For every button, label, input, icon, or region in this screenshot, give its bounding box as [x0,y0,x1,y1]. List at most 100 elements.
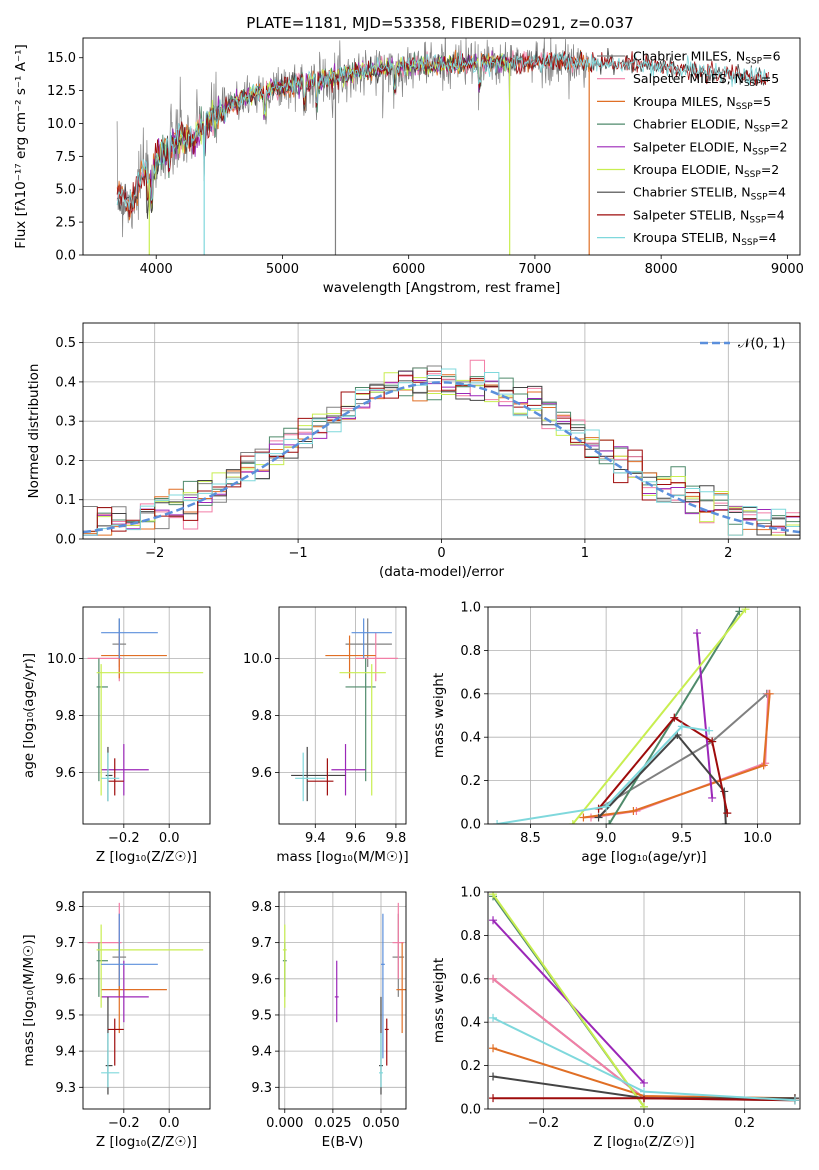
mass_age-frame [278,606,407,825]
y-tick-label: 1.0 [460,601,481,616]
y-tick-label: 15.0 [47,51,76,66]
y-tick-label: 0.8 [460,644,481,659]
legend-label: Salpeter ELODIE, NSSP=2 [633,139,787,157]
weight_age-panel: 8.5 9.0 9.5 10.0 0.0 0.2 0.4 0.6 0.8 1.0 age [log₁… [431,601,801,865]
weight-marker [493,820,502,824]
x-tick-label: 9.6 [345,831,366,846]
weight-marker [489,916,498,925]
weight-line [492,893,645,1108]
y-tick-label: 0.6 [460,687,481,702]
weight-marker [670,713,679,722]
legend-label: Chabrier MILES, NSSP=6 [633,49,781,67]
y-tick-label: 5.0 [55,183,76,198]
weight_z-panel: −0.2 0.0 0.2 0.0 0.2 0.4 0.6 0.8 1.0 Z [log₁₀(Z/Z… [431,886,801,1150]
x-tick-label: 9.0 [596,831,617,846]
legend-label: Chabrier STELIB, NSSP=4 [633,185,786,203]
z_mass-ylabel: mass [log₁₀(M/M☉)] [21,934,37,1066]
z_age-panel: −0.2 0.0 9.6 9.8 10.0 Z [log₁₀(Z/Z☉)] age [log… [21,606,211,865]
weight-marker [579,813,588,822]
x-tick-label: 0.050 [362,1116,399,1131]
y-tick-label: 9.4 [251,1045,272,1060]
x-tick-label: 9.8 [386,831,407,846]
z_mass-xlabel: Z [log₁₀(Z/Z☉)] [96,1134,197,1150]
y-tick-label: 0.0 [55,249,76,264]
y-tick-label: 12.5 [47,84,76,99]
y-tick-label: 9.3 [251,1081,272,1096]
spectrum-plot-area [116,38,769,255]
weight_z-ylabel: mass weight [431,958,447,1043]
ebv_mass-frame [278,891,407,1110]
z_mass-plot-area [87,902,204,1095]
legend-label: Kroupa ELODIE, NSSP=2 [633,162,779,180]
x-tick-label: 7000 [518,262,551,277]
x-tick-label: 8000 [645,262,678,277]
x-tick-label: 10.0 [743,831,772,846]
z_age-ylabel: age [log₁₀(age/yr)] [21,653,37,778]
spectrum-xlabel: wavelength [Angstrom, rest frame] [323,280,561,296]
weight-marker [489,1072,498,1081]
weight-marker [677,722,686,731]
weight-marker [741,607,750,614]
y-tick-label: 9.7 [251,936,272,951]
z_age-xlabel: Z [log₁₀(Z/Z☉)] [96,849,197,865]
spectrum-panel: 4000 5000 6000 7000 8000 9000 0.0 2.5 5.0 7.5 10.0… [13,37,804,296]
weight-line [583,693,771,819]
weight-marker [489,1013,498,1022]
legend-label: Chabrier ELODIE, NSSP=2 [633,117,789,135]
residuals-xlabel: (data-model)/error [379,564,505,580]
x-tick-label: −0.2 [108,1116,140,1131]
weight-line [597,716,729,814]
residuals-ylabel: Normed distribution [26,364,42,499]
weight-marker [735,607,744,616]
weight-marker [759,761,768,770]
x-tick-label: 9.4 [305,831,326,846]
weight-marker [723,809,732,818]
weight-marker [721,820,730,824]
weight-marker [605,820,614,824]
weight-marker [640,1102,648,1109]
z_mass-panel: −0.2 0.0 9.3 9.4 9.5 9.6 9.7 9.8 Z [log₁₀(Z/Z☉)]… [21,891,211,1150]
weight-marker [489,974,498,983]
y-tick-label: 9.6 [55,972,76,987]
weight_age-xlabel: age [log₁₀(age/yr)] [581,849,706,865]
weight-marker [708,793,717,802]
x-tick-label: 0.2 [734,1116,755,1131]
x-tick-label: 1 [581,546,589,561]
y-tick-label: 0.0 [460,1103,481,1118]
y-tick-label: 0.8 [460,929,481,944]
ebv_mass-plot-area [282,902,406,1095]
weight-marker [489,1044,498,1053]
weight-marker [602,802,611,811]
mass_age-plot-area [291,618,398,802]
residuals-plot-area [83,359,800,539]
weight-marker [790,1096,799,1105]
weight_age-plot-area [493,607,774,824]
x-tick-label: 0.025 [314,1116,351,1131]
weight-marker [708,737,717,746]
figure-title: PLATE=1181, MJD=53358, FIBERID=0291, z=0… [246,14,633,32]
mass_age-panel: 9.4 9.6 9.8 9.6 9.8 10.0 mass [log₁₀(M/M☉)] [243,606,409,865]
mass_age-xlabel: mass [log₁₀(M/M☉)] [276,849,408,865]
z_age-plot-area [87,618,204,802]
weight-marker [489,1094,498,1103]
x-tick-label: −2 [145,546,164,561]
x-tick-label: 4000 [140,262,173,277]
y-tick-label: 0.0 [55,533,76,548]
weight_z-frame [487,891,801,1110]
weight-marker [765,689,774,698]
y-tick-label: 9.6 [55,766,76,781]
weight-line [572,608,747,824]
y-tick-label: 0.2 [55,454,76,469]
y-tick-label: 10.0 [47,652,76,667]
weight-marker [693,629,702,638]
legend-label: 𝒩(0, 1) [738,337,785,352]
x-tick-label: 5000 [266,262,299,277]
histogram-series [83,368,800,539]
weight-marker [640,1087,648,1096]
legend-label: Salpeter MILES, NSSP=5 [633,71,779,89]
legend-label: Kroupa MILES, NSSP=5 [633,94,771,112]
weight-line [496,725,710,824]
x-tick-label: −0.2 [528,1116,560,1131]
x-tick-label: 6000 [392,262,425,277]
weight-line [597,733,727,824]
